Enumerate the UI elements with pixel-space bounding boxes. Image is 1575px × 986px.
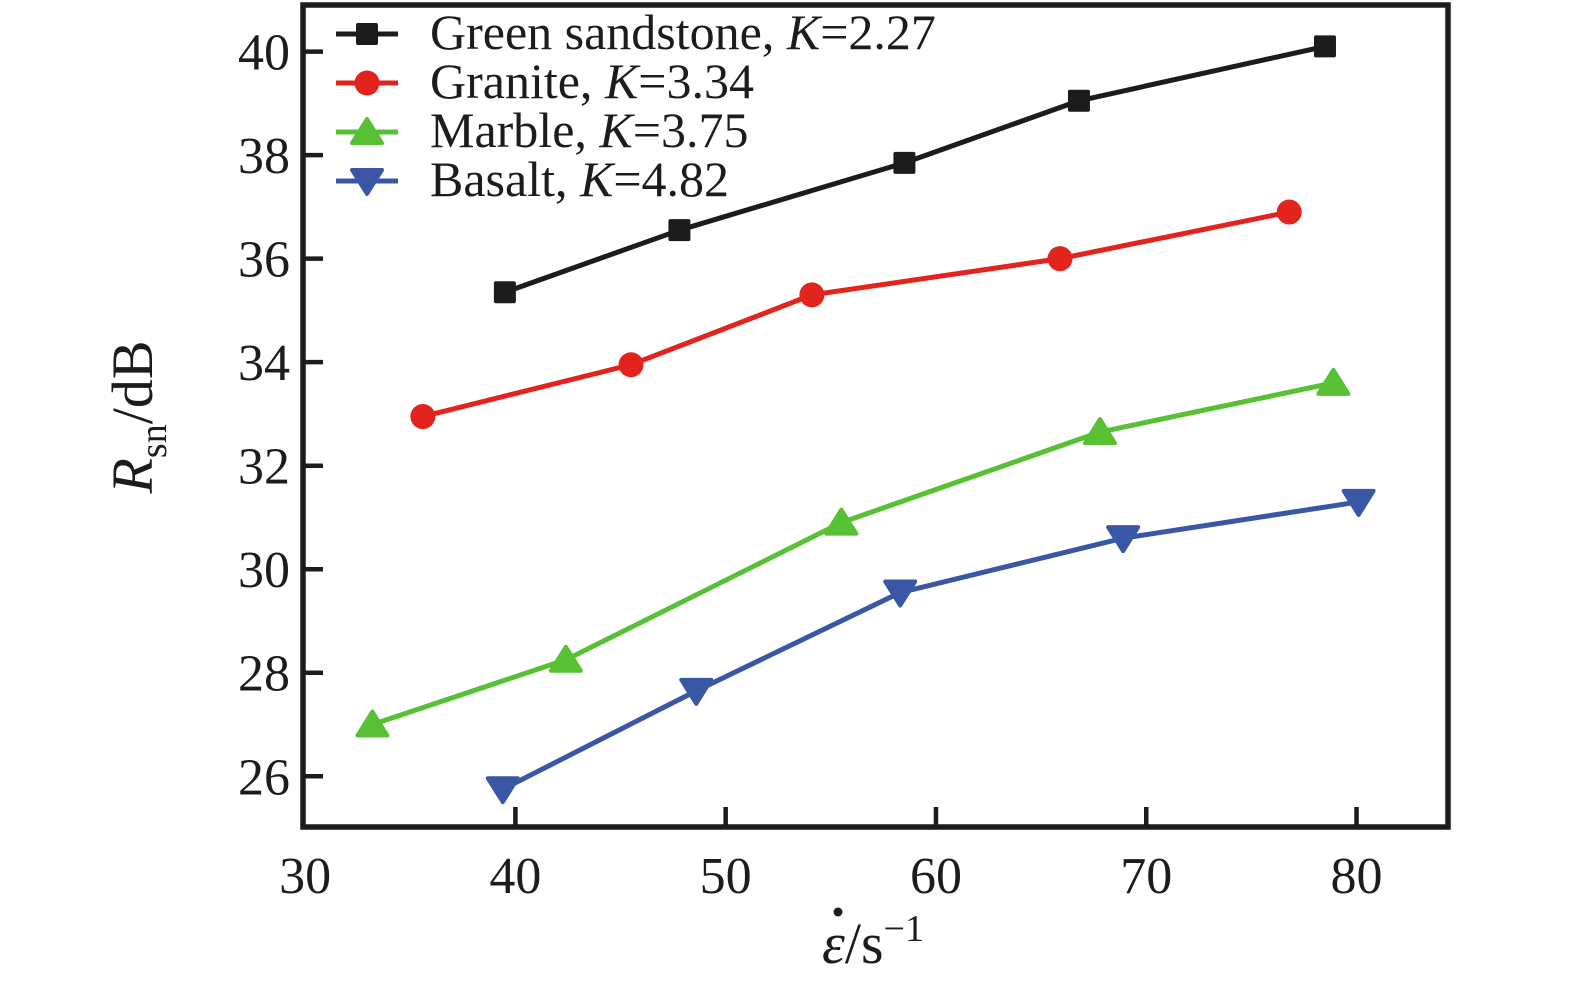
legend-label-granite: Granite, K=3.34 [430, 53, 754, 109]
x-tick-label: 70 [1120, 848, 1172, 905]
marker-green-sandstone [893, 151, 916, 174]
legend-item-granite: Granite, K=3.34 [336, 53, 754, 109]
marker-granite [799, 282, 825, 308]
epsilon-dot [833, 907, 843, 917]
series-green-sandstone [493, 35, 1336, 304]
marker-marble [1316, 367, 1351, 396]
legend-item-green-sandstone: Green sandstone, K=2.27 [336, 4, 936, 60]
y-axis-symbol: R [100, 458, 165, 494]
legend-marker-basalt [350, 168, 384, 196]
series-marble [355, 367, 1351, 738]
series-layer [355, 35, 1376, 805]
y-tick-label: 38 [238, 128, 290, 185]
x-axis-title: ε/s−1 [822, 907, 924, 976]
marker-basalt [883, 579, 918, 608]
series-basalt [485, 488, 1376, 805]
y-tick-label: 34 [238, 335, 290, 392]
marker-granite [1276, 199, 1302, 225]
marker-marble [824, 507, 859, 536]
legend-marker-marble [350, 117, 384, 145]
y-tick-label: 30 [238, 542, 290, 599]
legend-item-basalt: Basalt, K=4.82 [336, 151, 729, 207]
marker-green-sandstone [668, 219, 691, 242]
marker-marble [548, 644, 583, 673]
y-axis-title: Rsn/dB [100, 340, 175, 494]
marker-marble [1082, 417, 1117, 446]
marker-granite [618, 352, 644, 378]
marker-basalt [679, 677, 714, 706]
marker-basalt [1341, 488, 1376, 517]
y-tick-label: 26 [238, 749, 290, 806]
marker-basalt [485, 776, 520, 805]
x-tick-label: 50 [700, 848, 752, 905]
legend-marker-green-sandstone [356, 23, 378, 45]
y-tick-label: 40 [238, 25, 290, 82]
plot-area: 30 40 50 60 70 80 26 28 30 32 34 36 38 40 [238, 2, 1451, 905]
x-axis-label-text: ε/s−1 [822, 908, 924, 976]
plot-frame [300, 2, 1451, 830]
legend-item-marble: Marble, K=3.75 [336, 102, 748, 158]
y-tick-label: 32 [238, 439, 290, 496]
legend-label-green-sandstone: Green sandstone, K=2.27 [430, 4, 936, 60]
series-line-basalt [500, 499, 1362, 792]
legend-marker-granite [354, 70, 380, 96]
legend-label-basalt: Basalt, K=4.82 [430, 151, 729, 207]
series-granite [410, 199, 1302, 430]
y-axis-unit: /dB [100, 340, 165, 424]
marker-green-sandstone [1067, 89, 1090, 112]
marker-marble [355, 709, 390, 738]
y-tick-label: 36 [238, 232, 290, 289]
x-tick-label: 80 [1331, 848, 1383, 905]
legend-label-marble: Marble, K=3.75 [430, 102, 748, 158]
y-tick-label: 28 [238, 646, 290, 703]
marker-basalt [1106, 525, 1141, 554]
marker-green-sandstone [1313, 35, 1336, 58]
x-tick-label: 60 [910, 848, 962, 905]
series-line-granite [420, 209, 1292, 420]
y-axis-subscript: sn [133, 424, 175, 458]
marker-granite [410, 404, 436, 430]
marker-green-sandstone [493, 281, 516, 304]
series-line-marble [369, 380, 1336, 728]
x-tick-label: 40 [489, 848, 541, 905]
x-tick-label: 30 [279, 848, 331, 905]
marker-granite [1047, 246, 1073, 272]
